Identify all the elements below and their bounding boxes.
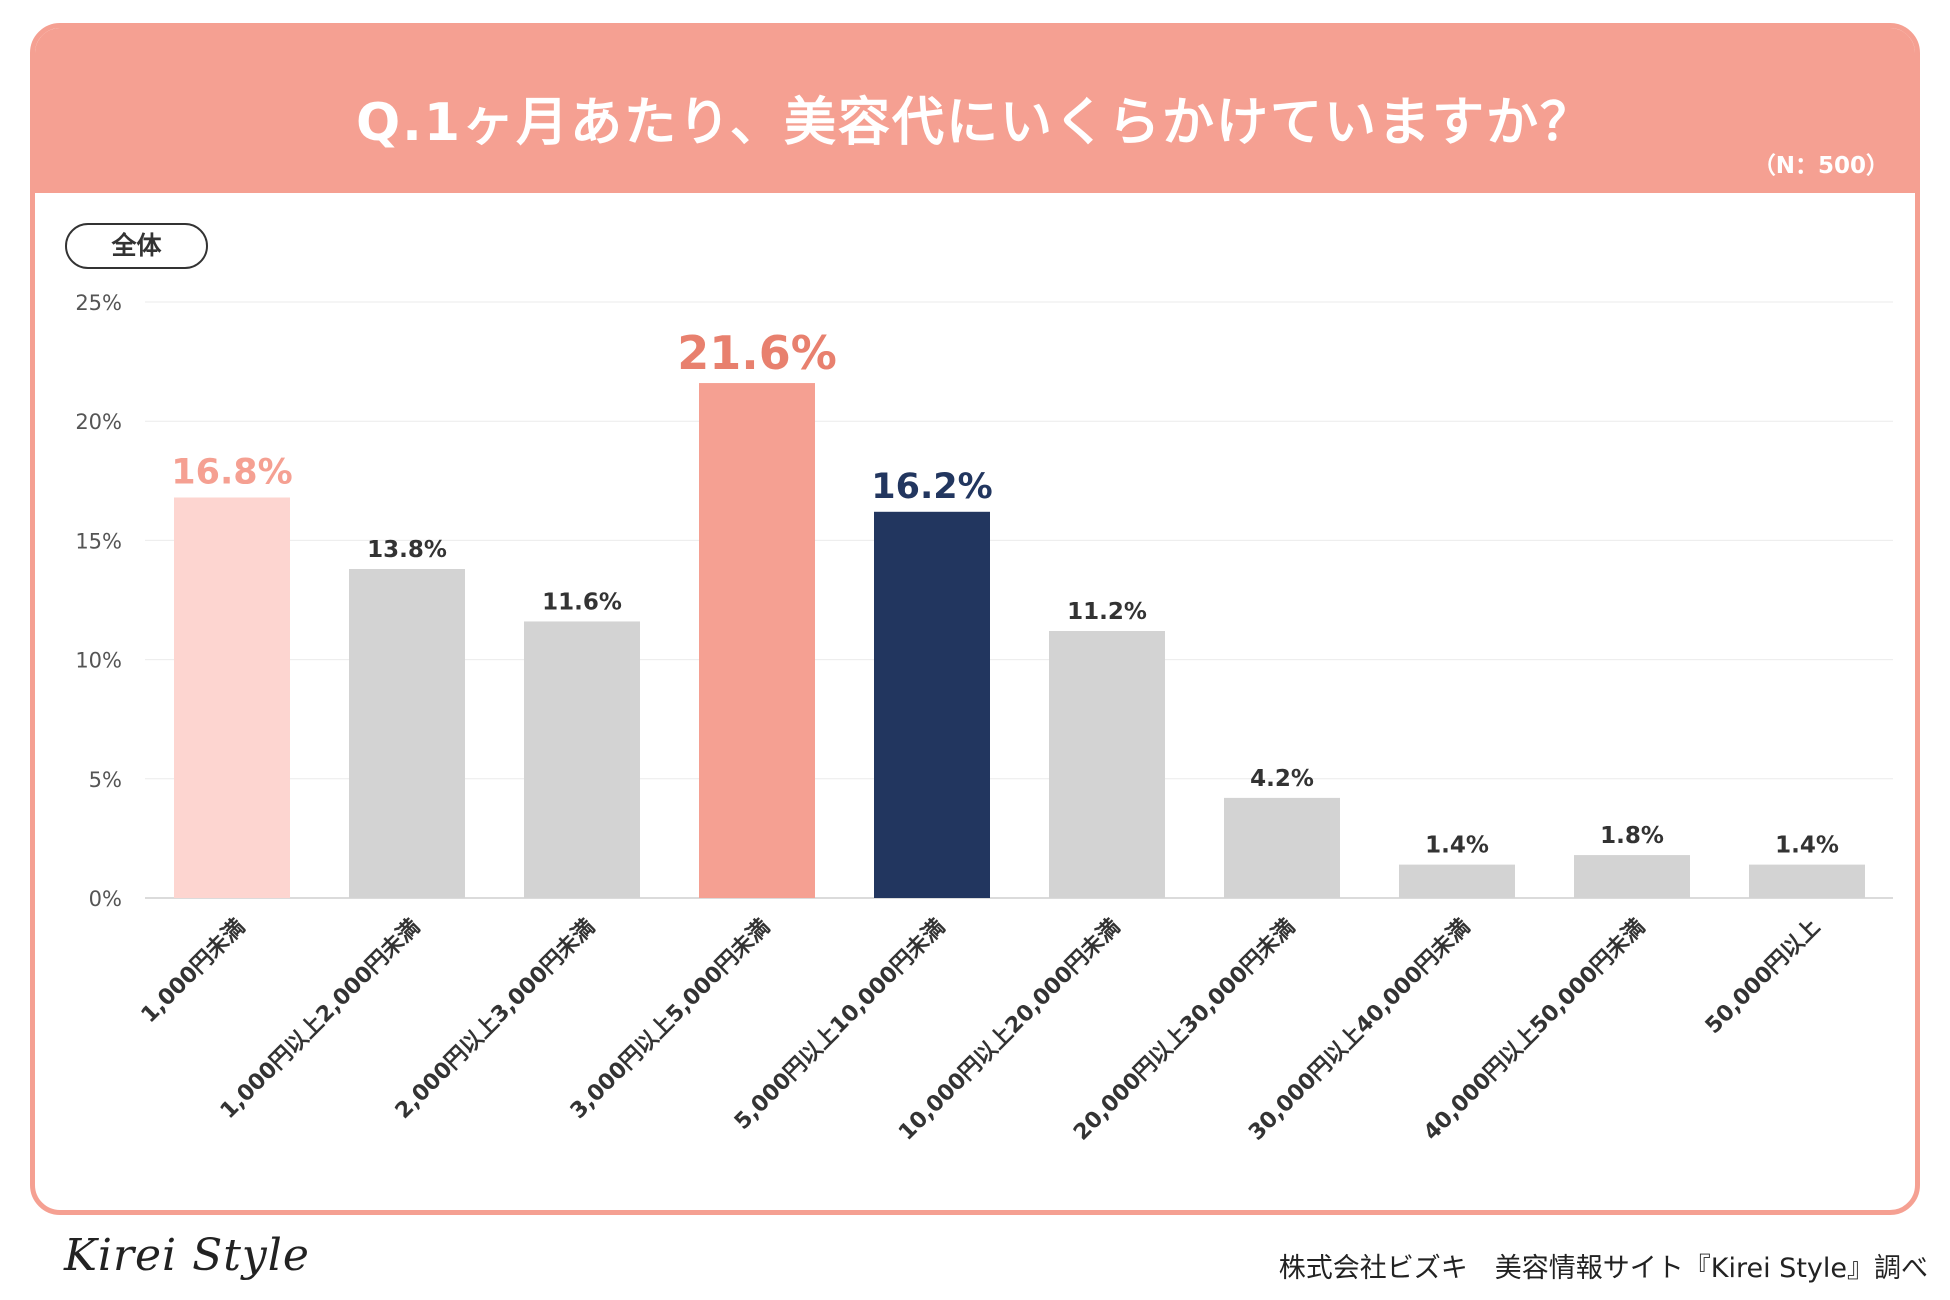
- bar: [349, 569, 465, 898]
- value-label: 21.6%: [677, 326, 837, 380]
- value-label: 1.4%: [1775, 833, 1839, 859]
- segment-pill: 全体: [65, 223, 208, 269]
- value-label: 1.4%: [1425, 833, 1489, 859]
- bar: [699, 383, 815, 898]
- bar: [1399, 864, 1515, 898]
- category-label: 3,000円以上5,000円未満: [565, 914, 775, 1124]
- value-label: 4.2%: [1250, 766, 1314, 792]
- chart-title: Q.1ヶ月あたり、美容代にいくらかけていますか？: [355, 93, 1595, 153]
- category-label: 1,000円未満: [136, 914, 250, 1028]
- value-label: 16.2%: [871, 467, 992, 507]
- value-label: 1.8%: [1600, 823, 1664, 849]
- y-tick-label: 0%: [89, 887, 122, 911]
- bar: [1049, 630, 1165, 898]
- y-tick-label: 15%: [75, 529, 122, 553]
- y-tick-label: 10%: [75, 649, 122, 673]
- y-tick-label: 20%: [75, 410, 122, 434]
- bar: [524, 621, 640, 898]
- value-label: 13.8%: [367, 537, 447, 563]
- bar: [1749, 864, 1865, 898]
- bar: [1224, 797, 1340, 898]
- value-label: 11.6%: [542, 589, 622, 615]
- value-label: 16.8%: [171, 452, 292, 492]
- y-tick-label: 25%: [75, 291, 122, 315]
- source-credit: 株式会社ビズキ 美容情報サイト『Kirei Style』調べ: [1278, 1253, 1928, 1284]
- category-label: 1,000円以上2,000円未満: [215, 914, 425, 1124]
- category-label: 2,000円以上3,000円未満: [390, 914, 600, 1124]
- chart-card: Q.1ヶ月あたり、美容代にいくらかけていますか？ （N：500） 全体: [30, 23, 1920, 1215]
- header-banner: Q.1ヶ月あたり、美容代にいくらかけていますか？ （N：500）: [35, 28, 1915, 193]
- bar: [174, 497, 290, 898]
- category-label: 50,000円以上: [1701, 915, 1825, 1039]
- bar: [874, 511, 990, 898]
- value-label: 11.2%: [1067, 599, 1147, 625]
- bar: [1574, 855, 1690, 898]
- y-tick-label: 5%: [89, 768, 122, 792]
- brand-logo: Kirei Style: [64, 1230, 310, 1281]
- sample-size: （N：500）: [1752, 153, 1889, 179]
- category-label: 5,000円以上10,000円未満: [729, 914, 950, 1135]
